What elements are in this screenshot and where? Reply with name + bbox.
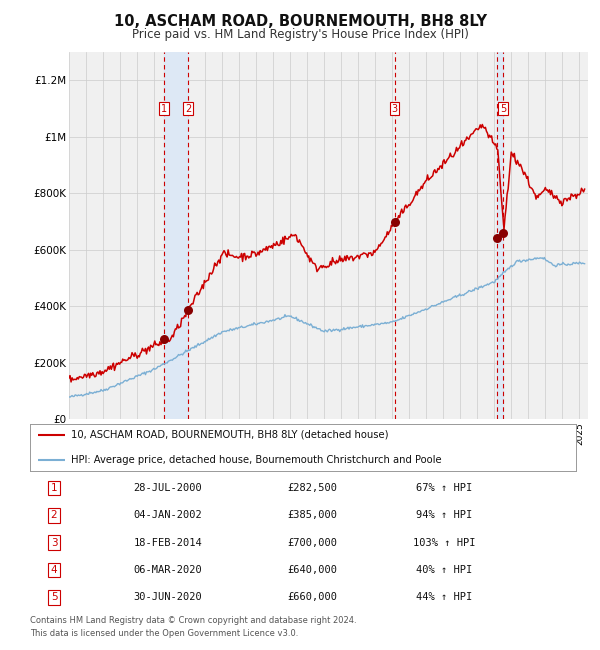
Text: 67% ↑ HPI: 67% ↑ HPI: [416, 483, 472, 493]
Text: 44% ↑ HPI: 44% ↑ HPI: [416, 592, 472, 603]
Text: £660,000: £660,000: [287, 592, 337, 603]
Text: 5: 5: [500, 103, 506, 114]
Text: 06-MAR-2020: 06-MAR-2020: [134, 565, 202, 575]
Text: 3: 3: [391, 103, 398, 114]
Text: 04-JAN-2002: 04-JAN-2002: [134, 510, 202, 521]
Text: 5: 5: [50, 592, 58, 603]
Text: 10, ASCHAM ROAD, BOURNEMOUTH, BH8 8LY: 10, ASCHAM ROAD, BOURNEMOUTH, BH8 8LY: [113, 14, 487, 29]
Text: Contains HM Land Registry data © Crown copyright and database right 2024.: Contains HM Land Registry data © Crown c…: [30, 616, 356, 625]
Bar: [164, 52, 188, 419]
Text: 1: 1: [161, 103, 167, 114]
Text: £640,000: £640,000: [287, 565, 337, 575]
Text: 1: 1: [50, 483, 58, 493]
Text: 18-FEB-2014: 18-FEB-2014: [134, 538, 202, 548]
Text: £282,500: £282,500: [287, 483, 337, 493]
Text: HPI: Average price, detached house, Bournemouth Christchurch and Poole: HPI: Average price, detached house, Bour…: [71, 454, 442, 465]
Text: £700,000: £700,000: [287, 538, 337, 548]
Text: 4: 4: [50, 565, 58, 575]
Text: 28-JUL-2000: 28-JUL-2000: [134, 483, 202, 493]
Bar: [497, 52, 503, 419]
Text: 3: 3: [50, 538, 58, 548]
Text: 30-JUN-2020: 30-JUN-2020: [134, 592, 202, 603]
Text: 2: 2: [185, 103, 191, 114]
Text: 2: 2: [50, 510, 58, 521]
Text: 10, ASCHAM ROAD, BOURNEMOUTH, BH8 8LY (detached house): 10, ASCHAM ROAD, BOURNEMOUTH, BH8 8LY (d…: [71, 430, 388, 440]
Text: 103% ↑ HPI: 103% ↑ HPI: [413, 538, 475, 548]
Text: Price paid vs. HM Land Registry's House Price Index (HPI): Price paid vs. HM Land Registry's House …: [131, 28, 469, 41]
Text: 40% ↑ HPI: 40% ↑ HPI: [416, 565, 472, 575]
Text: £385,000: £385,000: [287, 510, 337, 521]
Text: This data is licensed under the Open Government Licence v3.0.: This data is licensed under the Open Gov…: [30, 629, 298, 638]
Text: 94% ↑ HPI: 94% ↑ HPI: [416, 510, 472, 521]
